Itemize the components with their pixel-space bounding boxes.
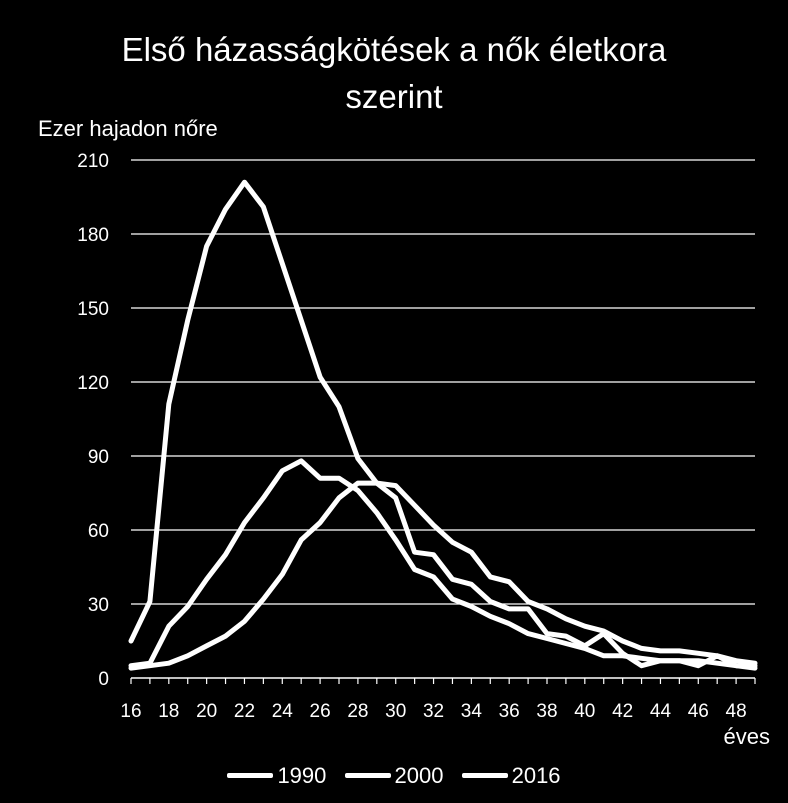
x-axis-label: éves <box>723 724 770 749</box>
x-tick-label-30: 30 <box>385 701 406 722</box>
y-tick-label-0: 0 <box>98 669 109 690</box>
legend-label-1990: 1990 <box>277 762 327 788</box>
legend-item-2000: 2000 <box>344 762 444 789</box>
legend-label-2016: 2016 <box>511 762 561 788</box>
legend: 1990 2000 2016 <box>0 758 788 789</box>
x-tick-label-24: 24 <box>272 701 294 722</box>
legend-item-2016: 2016 <box>461 762 561 789</box>
chart-title-line1: Első házasságkötések a nők életkora <box>121 31 667 68</box>
x-tick-label-20: 20 <box>196 701 217 722</box>
y-tick-label-210: 210 <box>77 151 109 172</box>
y-tick-label-30: 30 <box>88 595 109 616</box>
chart-title-line2: szerint <box>345 78 443 115</box>
x-tick-label-44: 44 <box>650 701 672 722</box>
x-tick-label-36: 36 <box>499 701 520 722</box>
y-tick-label-150: 150 <box>77 299 109 320</box>
y-tick-label-180: 180 <box>77 225 109 246</box>
x-tick-label-16: 16 <box>120 701 141 722</box>
series-line-1990 <box>128 179 758 671</box>
x-tick-label-32: 32 <box>423 701 444 722</box>
x-tick-label-22: 22 <box>234 701 255 722</box>
legend-swatch-2000 <box>344 773 391 778</box>
series-line-2016 <box>128 480 758 671</box>
x-tick-label-18: 18 <box>158 701 179 722</box>
y-tick-label-90: 90 <box>88 447 109 468</box>
x-tick-label-46: 46 <box>688 701 709 722</box>
x-tick-label-42: 42 <box>612 701 633 722</box>
y-tick-label-120: 120 <box>77 373 109 394</box>
legend-item-1990: 1990 <box>227 763 326 789</box>
x-tick-label-28: 28 <box>347 701 368 722</box>
x-tick-label-48: 48 <box>726 701 747 722</box>
y-tick-label-60: 60 <box>88 521 109 542</box>
x-tick-label-26: 26 <box>310 701 331 722</box>
y-axis-label: Ezer hajadon nőre <box>38 116 218 141</box>
x-tick-label-40: 40 <box>574 701 595 722</box>
series-line-2000 <box>128 458 758 669</box>
legend-label-2000: 2000 <box>394 762 444 788</box>
legend-swatch-1990 <box>227 773 274 778</box>
x-tick-label-38: 38 <box>536 701 557 722</box>
legend-swatch-2016 <box>461 773 508 778</box>
x-tick-label-34: 34 <box>461 701 483 722</box>
